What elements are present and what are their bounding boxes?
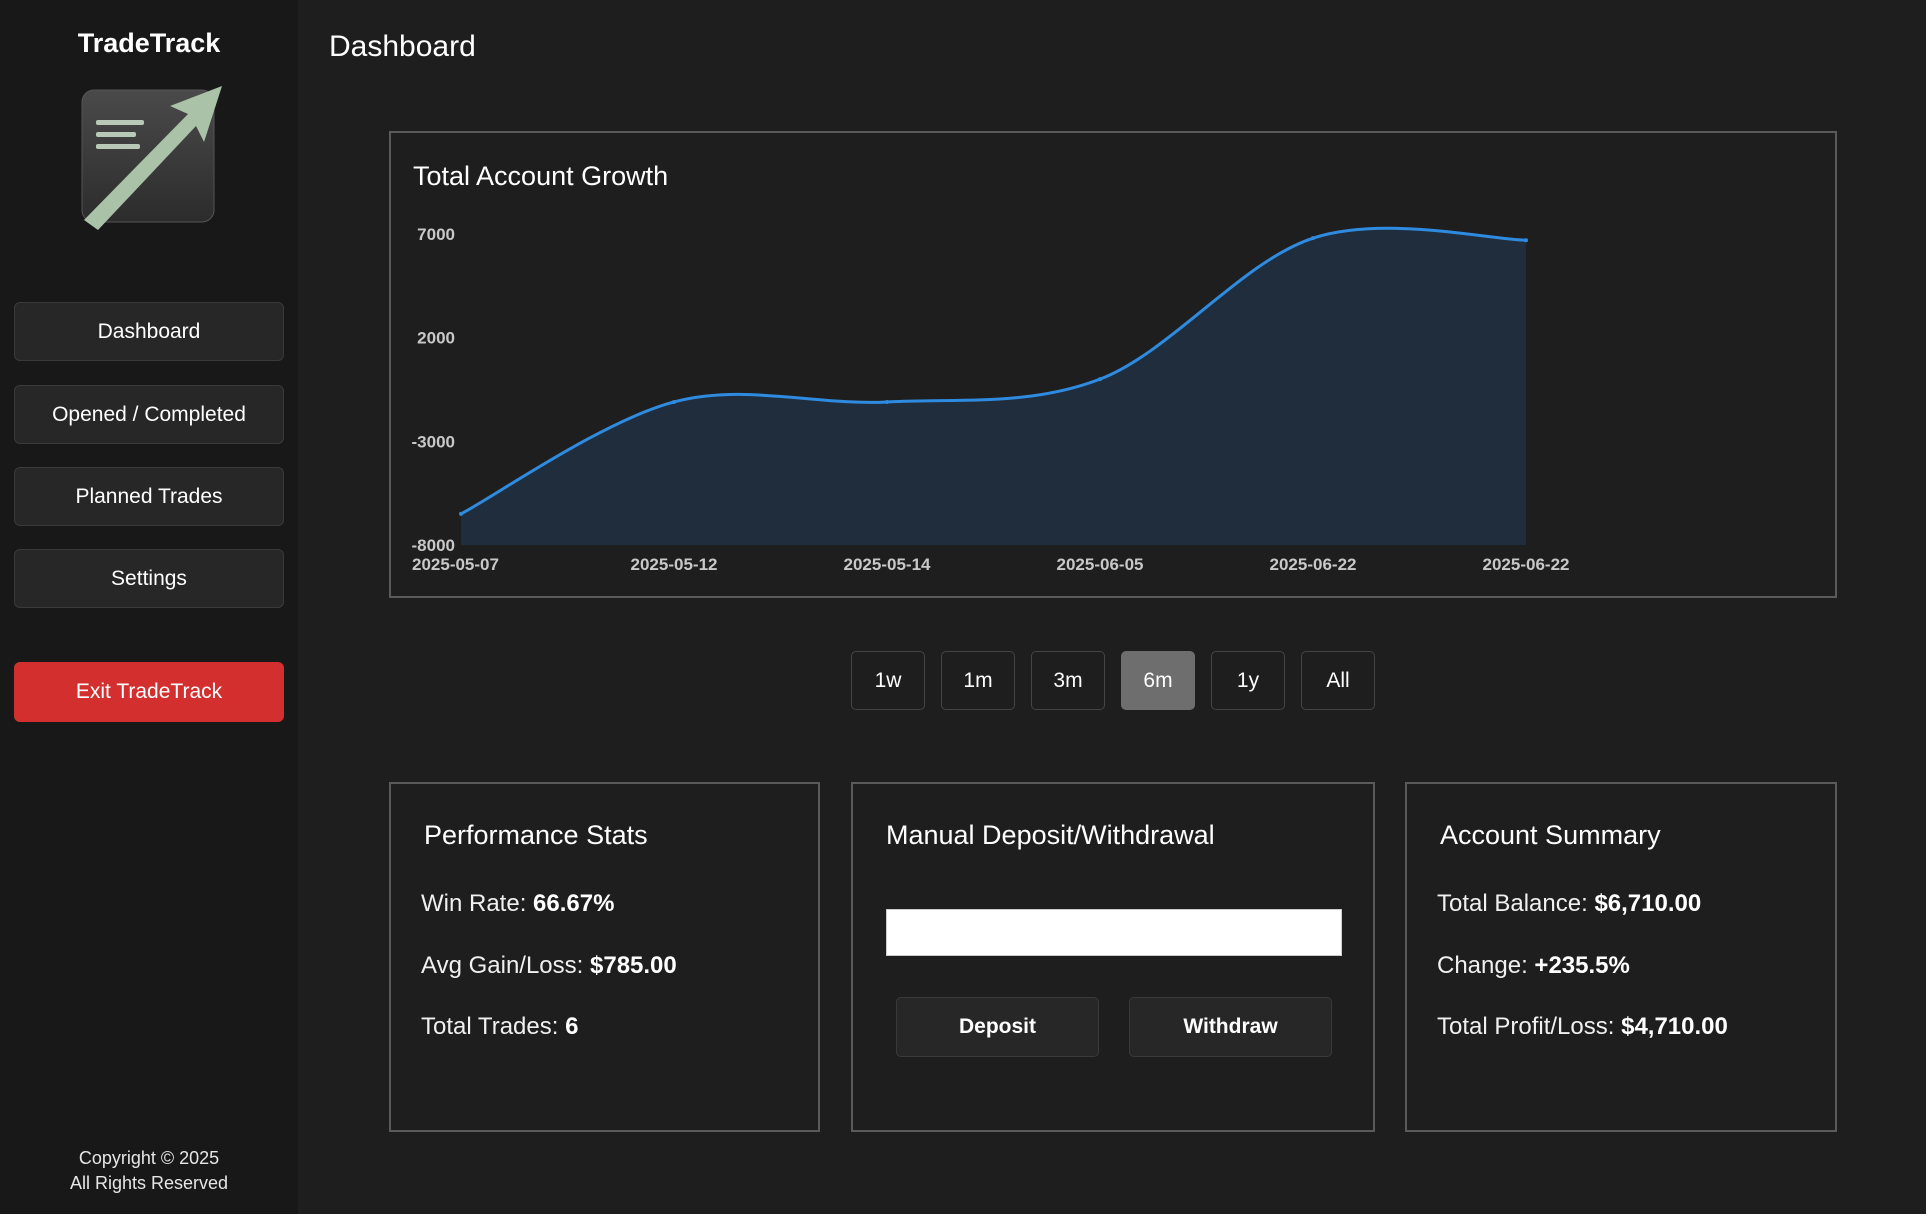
total-trades-label: Total Trades: [421,1013,559,1040]
x-tick-label: 2025-06-22 [1270,555,1357,574]
win-rate-stat: Win Rate: 66.67% [421,890,614,918]
account-growth-chart-card: Total Account Growth 7000 2000 -3000 -8000 2… [389,131,1837,598]
growth-data-point [1524,238,1528,243]
y-tick-label: -8000 [412,536,455,555]
nav-opened-completed-button[interactable]: Opened / Completed [14,385,284,444]
total-profit-loss-label: Total Profit/Loss: [1437,1013,1615,1040]
x-tick-label: 2025-06-22 [1483,555,1570,574]
range-6m-button[interactable]: 6m [1121,651,1195,710]
win-rate-label: Win Rate: [421,890,527,917]
growth-data-point [672,399,676,404]
win-rate-value: 66.67% [533,890,615,917]
amount-input[interactable] [886,909,1342,956]
growth-data-point [1311,236,1315,241]
deposit-button[interactable]: Deposit [896,997,1099,1057]
total-trades-value: 6 [565,1013,579,1040]
nav-planned-trades-button[interactable]: Planned Trades [14,467,284,526]
account-summary-card: Account Summary Total Balance: $6,710.00… [1405,782,1837,1132]
y-tick-label: 2000 [417,329,455,348]
app-title: TradeTrack [77,28,221,58]
y-tick-label: -3000 [412,432,455,451]
growth-data-point [1098,377,1102,382]
exit-button[interactable]: Exit TradeTrack [14,662,284,722]
manual-deposit-withdrawal-card: Manual Deposit/Withdrawal Deposit Withdr… [851,782,1375,1132]
growth-data-point [885,399,889,404]
sidebar: TradeTrack Dashboard Opened / Completed … [0,0,298,1214]
range-3m-button[interactable]: 3m [1031,651,1105,710]
x-tick-label: 2025-06-05 [1057,555,1144,574]
y-tick-label: 7000 [417,225,455,244]
x-tick-label: 2025-05-07 [412,555,499,574]
avg-gain-loss-value: $785.00 [590,952,677,979]
x-tick-label: 2025-05-12 [631,555,718,574]
nav-settings-button[interactable]: Settings [14,549,284,608]
change-stat: Change: +235.5% [1437,952,1630,980]
summary-title: Account Summary [1440,820,1661,850]
growth-data-point [459,511,463,516]
chart-arrow-logo-icon [81,86,222,230]
copyright-line: Copyright © 2025 [78,1148,220,1168]
change-value: +235.5% [1534,952,1630,979]
range-all-button[interactable]: All [1301,651,1375,710]
manual-title: Manual Deposit/Withdrawal [886,820,1215,850]
chart-title: Total Account Growth [413,161,669,191]
copyright: Copyright © 2025 All Rights Reserved [0,1146,298,1196]
rights-line: All Rights Reserved [69,1173,229,1193]
avg-gain-loss-label: Avg Gain/Loss: [421,952,584,979]
total-profit-loss-stat: Total Profit/Loss: $4,710.00 [1437,1013,1728,1041]
range-1m-button[interactable]: 1m [941,651,1015,710]
change-label: Change: [1437,952,1528,979]
total-balance-label: Total Balance: [1437,890,1588,917]
growth-area-fill [461,228,1526,545]
performance-stats-card: Performance Stats Win Rate: 66.67% Avg G… [389,782,820,1132]
range-1w-button[interactable]: 1w [851,651,925,710]
withdraw-button[interactable]: Withdraw [1129,997,1332,1057]
growth-series-line [460,226,1527,516]
avg-gain-loss-stat: Avg Gain/Loss: $785.00 [421,952,677,980]
range-1y-button[interactable]: 1y [1211,651,1285,710]
total-balance-stat: Total Balance: $6,710.00 [1437,890,1701,918]
performance-title: Performance Stats [424,820,648,850]
total-trades-stat: Total Trades: 6 [421,1013,578,1041]
page-title: Dashboard [329,30,476,63]
total-profit-loss-value: $4,710.00 [1621,1013,1728,1040]
nav-dashboard-button[interactable]: Dashboard [14,302,284,361]
total-balance-value: $6,710.00 [1594,890,1702,917]
x-tick-label: 2025-05-14 [844,555,932,574]
